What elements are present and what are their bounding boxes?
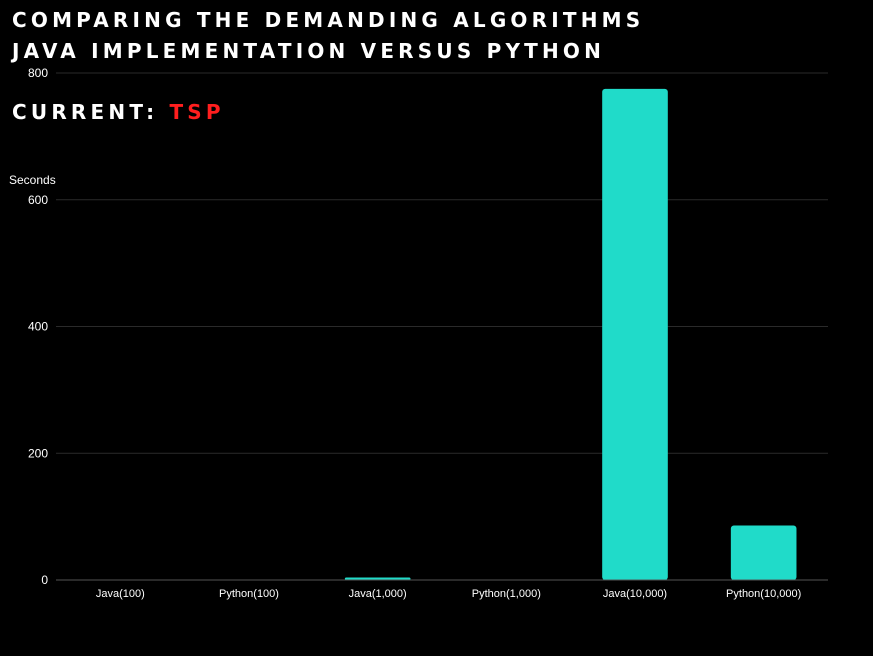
y-axis: 0 200 400 600 800	[28, 66, 48, 587]
bar[interactable]	[730, 525, 797, 580]
y-tick-label: 0	[41, 573, 48, 587]
y-tick-label: 400	[28, 320, 48, 334]
current-algorithm-value: TSP	[169, 100, 225, 124]
y-tick-label: 600	[28, 193, 48, 207]
x-tick-label: Java(10,000)	[603, 588, 667, 600]
y-axis-label: Seconds	[9, 173, 56, 187]
chart-title-line-2: JAVA IMPLEMENTATION VERSUS PYTHON	[12, 39, 606, 63]
y-tick-label: 200	[28, 446, 48, 460]
bars	[87, 88, 797, 581]
x-tick-label: Python(100)	[219, 588, 279, 600]
bar[interactable]	[602, 88, 668, 580]
x-tick-label: Python(1,000)	[472, 588, 541, 600]
current-algorithm: CURRENT: TSP	[12, 100, 225, 124]
gridlines	[56, 72, 828, 581]
bar[interactable]	[344, 577, 411, 580]
chart-title-line-1: COMPARING THE DEMANDING ALGORITHMS	[12, 8, 645, 32]
x-tick-label: Python(10,000)	[726, 588, 801, 600]
x-axis: Java(100) Python(100) Java(1,000) Python(1,…	[56, 579, 828, 600]
current-label: CURRENT:	[12, 100, 159, 124]
x-tick-label: Java(100)	[96, 588, 145, 600]
x-tick-label: Java(1,000)	[349, 588, 407, 600]
y-tick-label: 800	[28, 66, 48, 80]
